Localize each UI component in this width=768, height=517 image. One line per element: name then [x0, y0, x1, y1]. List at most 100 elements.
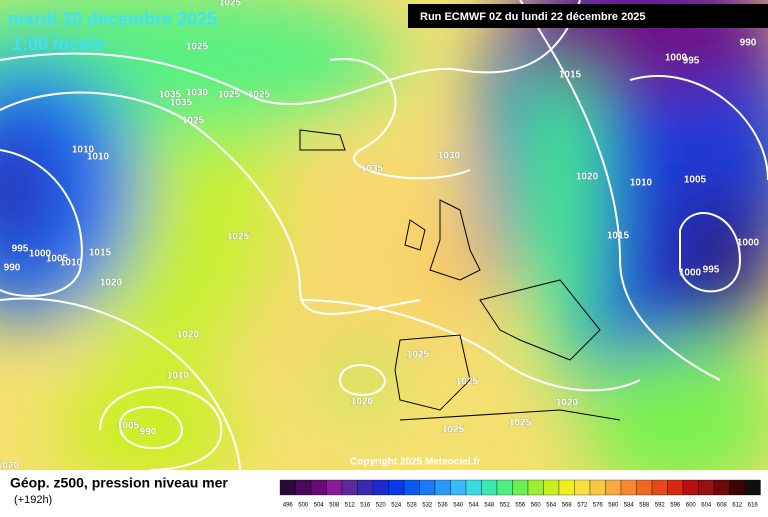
scale-label: 572 — [577, 503, 588, 509]
scale-label: 564 — [546, 503, 557, 509]
scale-label: 584 — [624, 503, 635, 509]
scale-label: 516 — [360, 503, 371, 509]
scale-swatch — [558, 479, 575, 496]
scale-swatch — [419, 479, 436, 496]
scale-label: 568 — [562, 503, 573, 509]
scale-swatch — [682, 479, 699, 496]
isobar-label: 1015 — [559, 70, 582, 81]
forecast-time: 1:00 locale — [12, 34, 104, 54]
isobar-label: 1020 — [177, 330, 200, 341]
coastlines — [299, 129, 621, 421]
isobar-label: 1020 — [351, 397, 374, 408]
scale-label: 528 — [407, 503, 418, 509]
scale-label: 508 — [329, 503, 340, 509]
isobar-label: 1010 — [60, 258, 83, 269]
scale-swatch — [605, 479, 622, 496]
isobar-label: 1025 — [456, 377, 479, 388]
scale-label: 504 — [314, 503, 325, 509]
isobar-label: 1015 — [89, 248, 112, 259]
isobar-label: 995 — [683, 56, 700, 67]
isobar-label: 1025 — [442, 425, 465, 436]
isobar-label: 995 — [12, 244, 29, 255]
scale-swatch — [481, 479, 498, 496]
isobar-label: 1005 — [117, 421, 140, 432]
isobar-label: 1000 — [679, 268, 702, 279]
scale-swatch — [357, 479, 374, 496]
forecast-date: mardi 30 decembre 2025 — [8, 9, 217, 29]
isobar-label: 1025 — [248, 90, 271, 101]
scale-swatch — [527, 479, 544, 496]
scale-swatch — [729, 479, 746, 496]
isobar-label: 1025 — [218, 90, 241, 101]
isobar-label: 995 — [703, 265, 720, 276]
scale-label: 540 — [453, 503, 464, 509]
isobar-label: 990 — [140, 427, 157, 438]
scale-label: 592 — [655, 503, 666, 509]
run-info: Run ECMWF 0Z du lundi 22 décembre 2025 — [420, 11, 646, 23]
scale-swatch — [574, 479, 591, 496]
isobar-label: 1025 — [219, 0, 242, 9]
isobar-label: 1025 — [509, 418, 532, 429]
scale-swatch — [403, 479, 420, 496]
scale-label: 612 — [732, 503, 743, 509]
isobar-label: 1020 — [100, 278, 123, 289]
isobar-label: 1025 — [407, 350, 430, 361]
isobar-label: 1020 — [556, 398, 579, 409]
isobar-label: 1035 — [361, 164, 384, 175]
isobars — [0, 0, 768, 471]
scale-label: 604 — [701, 503, 712, 509]
scale-swatch — [698, 479, 715, 496]
isobar-label: 1010 — [630, 178, 653, 189]
scale-label: 536 — [438, 503, 449, 509]
scale-label: 524 — [391, 503, 402, 509]
isobar-label: 1005 — [46, 254, 69, 265]
isobar-label: 1035 — [170, 98, 193, 109]
scale-label: 560 — [531, 503, 542, 509]
isobar-label: 1025 — [227, 232, 250, 243]
scale-swatch — [341, 479, 358, 496]
scale-label: 520 — [376, 503, 387, 509]
scale-label: 608 — [717, 503, 728, 509]
scale-swatch — [636, 479, 653, 496]
legend-title: Géop. z500, pression niveau mer — [10, 475, 228, 491]
scale-swatch — [744, 479, 761, 496]
isobar-label: 990 — [740, 38, 757, 49]
isobar-label: 1035 — [159, 90, 182, 101]
copyright: Copyright 2025 Meteociel.fr — [350, 457, 481, 468]
isobar-label: 1020 — [0, 461, 20, 472]
scale-label: 544 — [469, 503, 480, 509]
scale-swatch — [326, 479, 343, 496]
scale-label: 580 — [608, 503, 619, 509]
scale-swatch — [295, 479, 312, 496]
isobar-label: 1025 — [182, 116, 205, 127]
scale-label: 500 — [298, 503, 309, 509]
scale-swatch — [279, 479, 296, 496]
scale-label: 576 — [593, 503, 604, 509]
isobar-label: 1020 — [576, 172, 599, 183]
scale-swatch — [713, 479, 730, 496]
scale-swatch — [543, 479, 560, 496]
scale-swatch — [667, 479, 684, 496]
isobar-label: 1000 — [665, 53, 688, 64]
scale-swatch — [465, 479, 482, 496]
scale-swatch — [434, 479, 451, 496]
isobar-label: 1030 — [186, 88, 209, 99]
isobar-label: 1000 — [737, 238, 760, 249]
isobar-label: 1015 — [607, 231, 630, 242]
scale-swatch — [310, 479, 327, 496]
scale-label: 552 — [500, 503, 511, 509]
scale-label: 600 — [686, 503, 697, 509]
isobar-label: 1010 — [167, 371, 190, 382]
scale-label: 532 — [422, 503, 433, 509]
scale-label: 588 — [639, 503, 650, 509]
isobar-label: 1025 — [186, 42, 209, 53]
scale-label: 616 — [748, 503, 759, 509]
scale-label: 596 — [670, 503, 681, 509]
isobar-label: 1000 — [29, 249, 52, 260]
colorscale: 496 500 504 508 512 516 520 524 528 532 536 540 544 5… — [279, 479, 761, 509]
scale-swatch — [512, 479, 529, 496]
isobar-label: 1030 — [438, 151, 461, 162]
scale-swatch — [651, 479, 668, 496]
